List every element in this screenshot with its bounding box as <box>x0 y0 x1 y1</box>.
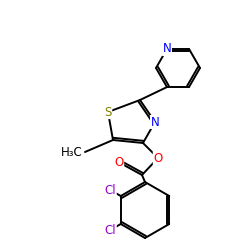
Text: O: O <box>114 156 124 170</box>
Text: Cl: Cl <box>104 224 116 236</box>
Text: N: N <box>150 116 160 128</box>
Text: H₃C: H₃C <box>61 146 83 158</box>
Text: N: N <box>162 42 172 56</box>
Text: O: O <box>154 152 162 164</box>
Text: Cl: Cl <box>104 184 116 196</box>
Text: S: S <box>104 106 112 118</box>
